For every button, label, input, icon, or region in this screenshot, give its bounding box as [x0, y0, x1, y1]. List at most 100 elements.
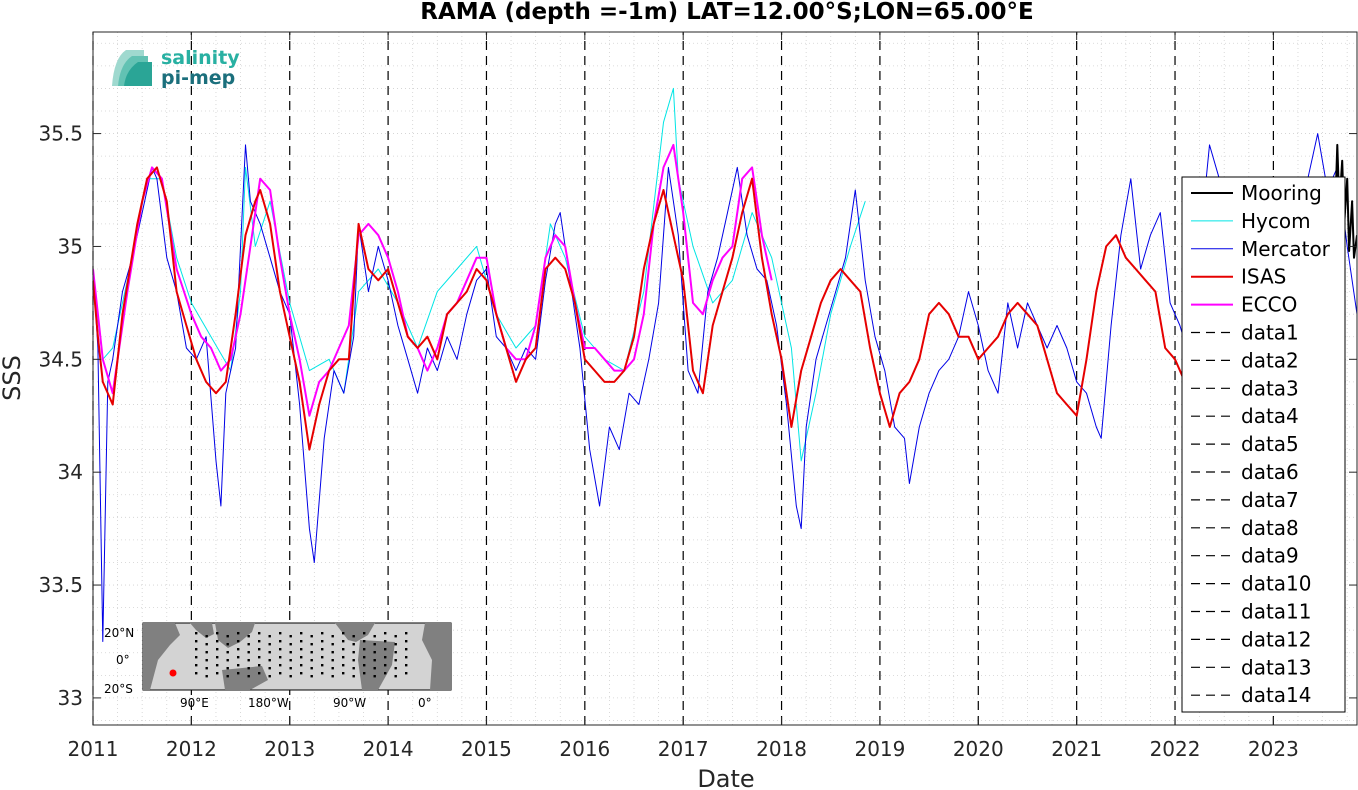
mooring-dot [237, 648, 240, 651]
mooring-dot [247, 643, 250, 646]
mooring-dot [279, 640, 282, 643]
mooring-dot [289, 643, 292, 646]
legend-label-ecco: ECCO [1241, 293, 1297, 317]
legend-label-data4: data4 [1241, 404, 1299, 428]
axes-box [92, 31, 1358, 726]
mooring-dot [363, 632, 366, 635]
series-line-hycom [93, 87, 866, 462]
mooring-dot [268, 651, 271, 654]
mooring-dot [289, 635, 292, 638]
x-tick-label: 2014 [363, 737, 414, 761]
mooring-dot [394, 651, 397, 654]
mooring-dot [321, 640, 324, 643]
x-tick-label: 2013 [264, 737, 315, 761]
x-axis-label: Date [697, 765, 754, 790]
mooring-dot [226, 635, 229, 638]
legend-label-data13: data13 [1241, 655, 1312, 679]
mooring-dot [300, 640, 303, 643]
mooring-dot [195, 648, 198, 651]
mooring-dot [195, 632, 198, 635]
series-line-ecco [93, 143, 773, 417]
plot-area: 2011 2012 2013 2014 2015 2016 2017 2018 2019 2020… [38, 31, 1358, 761]
legend-label-hycom: Hycom [1241, 209, 1311, 233]
mooring-dot [216, 672, 219, 675]
x-tick-label: 2012 [166, 737, 217, 761]
mooring-dot [331, 651, 334, 654]
mooring-dot [373, 651, 376, 654]
x-tick-label: 2011 [68, 737, 119, 761]
y-tick-label: 34 [58, 460, 83, 484]
mooring-dot [363, 672, 366, 675]
mooring-dot [310, 651, 313, 654]
mooring-dot [342, 664, 345, 667]
mooring-dot [237, 656, 240, 659]
mooring-dot [405, 648, 408, 651]
y-axis-label: SSS [0, 355, 26, 401]
mooring-dot [258, 656, 261, 659]
mooring-dot [247, 635, 250, 638]
x-tick-label: 2019 [854, 737, 905, 761]
mooring-dot [394, 643, 397, 646]
x-tick-label: 2023 [1248, 737, 1299, 761]
mooring-dot [226, 667, 229, 670]
mooring-dot [237, 640, 240, 643]
mooring-dot [300, 656, 303, 659]
mooring-dot [352, 667, 355, 670]
mooring-dot [373, 667, 376, 670]
legend-label-data10: data10 [1241, 572, 1312, 596]
mooring-dot [405, 656, 408, 659]
logo-pimep-text: pi-mep [161, 67, 235, 89]
x-tick-label: 2020 [953, 737, 1004, 761]
mooring-dot [289, 675, 292, 678]
mooring-dot [279, 632, 282, 635]
legend-label-data5: data5 [1241, 432, 1299, 456]
mooring-dot [310, 667, 313, 670]
x-tick-label: 2015 [461, 737, 512, 761]
legend-label-isas: ISAS [1241, 265, 1286, 289]
logo-salinity-text: salinity [161, 47, 240, 69]
legend-label-data11: data11 [1241, 600, 1312, 624]
mooring-dot [321, 672, 324, 675]
mooring-dot [321, 656, 324, 659]
map-lon-label-180w: 180°W [248, 696, 289, 710]
map-asia [215, 623, 255, 648]
x-tick-label: 2017 [658, 737, 709, 761]
map-lat-label-0: 0° [116, 653, 130, 667]
mooring-dot [300, 648, 303, 651]
mooring-dot [394, 659, 397, 662]
mooring-dot [342, 656, 345, 659]
mooring-dot [247, 667, 250, 670]
mooring-dot [216, 640, 219, 643]
mooring-dot [195, 664, 198, 667]
mooring-dot [384, 656, 387, 659]
mooring-dot [279, 656, 282, 659]
x-tick-label: 2022 [1150, 737, 1201, 761]
mooring-dot [300, 672, 303, 675]
mooring-dot [247, 675, 250, 678]
legend-label-data1: data1 [1241, 321, 1299, 345]
mooring-dot [195, 640, 198, 643]
mooring-dot [331, 659, 334, 662]
map-lat-label-20n: 20°N [104, 626, 134, 640]
legend-label-data14: data14 [1241, 683, 1312, 707]
legend-label-data3: data3 [1241, 376, 1299, 400]
mooring-dot [342, 648, 345, 651]
map-lon-label-0: 0° [418, 696, 432, 710]
y-tick-label: 35.5 [38, 122, 83, 146]
map-lat-label-20s: 20°S [104, 682, 133, 696]
x-tick-label: 2018 [756, 737, 807, 761]
mooring-dot [300, 632, 303, 635]
mooring-dot [331, 667, 334, 670]
series-line-isas [93, 166, 1186, 451]
mooring-dot [205, 651, 208, 654]
mooring-dot [373, 643, 376, 646]
mooring-dot [289, 667, 292, 670]
map-lon-label-90w: 90°W [333, 696, 366, 710]
mooring-dot [279, 672, 282, 675]
mooring-dot [268, 675, 271, 678]
legend-label-data8: data8 [1241, 516, 1299, 540]
x-tick-label: 2021 [1051, 737, 1102, 761]
mooring-dot [384, 648, 387, 651]
legend-label-data2: data2 [1241, 348, 1299, 372]
